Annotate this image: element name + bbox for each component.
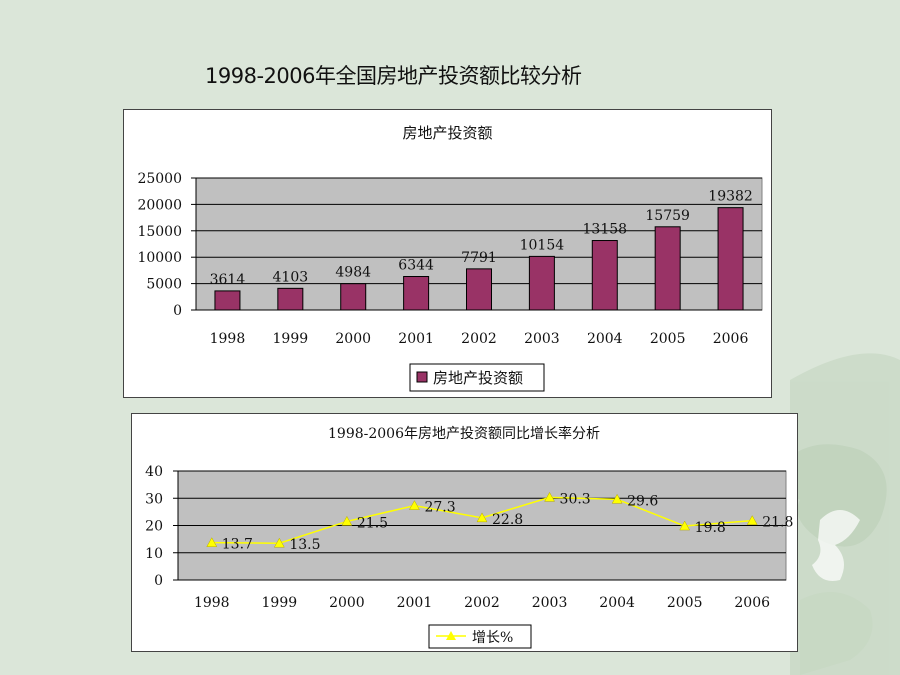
y-tick-label: 10 — [145, 546, 163, 562]
x-tick-label: 2004 — [599, 595, 635, 611]
data-label: 29.6 — [627, 493, 658, 509]
point-marker — [544, 491, 555, 502]
data-label: 13.5 — [289, 537, 320, 553]
y-tick-label: 15000 — [137, 224, 182, 240]
point-marker — [409, 500, 420, 510]
y-tick-label: 0 — [173, 303, 182, 319]
investment-bar-chart: 房地产投资额 0 5000 10000 15000 20000 25000 3614 1998 4… — [123, 109, 772, 398]
data-label: 22.8 — [492, 512, 523, 528]
data-label: 19382 — [708, 189, 753, 205]
data-label: 10154 — [520, 237, 565, 253]
x-tick-label: 2001 — [397, 595, 433, 611]
page-title: 1998-2006年全国房地产投资额比较分析 — [205, 64, 582, 88]
data-label: 30.3 — [560, 491, 591, 507]
x-tick-label: 2004 — [587, 331, 623, 347]
bar — [654, 226, 681, 311]
data-label: 15759 — [645, 208, 690, 224]
growth-line-chart: 1998-2006年房地产投资额同比增长率分析 0 10 20 30 40 13.7 1998… — [131, 413, 798, 652]
data-label: 19.8 — [695, 520, 726, 536]
y-tick-label: 20000 — [137, 197, 182, 213]
line-chart-svg: 1998-2006年房地产投资额同比增长率分析 0 10 20 30 40 13.7 1998… — [145, 425, 793, 649]
point-marker — [273, 537, 285, 548]
point-marker — [476, 512, 488, 523]
x-tick-label: 2005 — [650, 331, 686, 347]
y-tick-label: 30 — [145, 491, 163, 507]
y-tick-label: 0 — [154, 573, 163, 589]
legend-swatch — [416, 371, 428, 383]
data-label: 27.3 — [424, 500, 455, 516]
x-tick-label: 2002 — [461, 331, 497, 347]
point-marker — [679, 520, 691, 531]
data-label: 3614 — [210, 272, 246, 288]
legend-box — [428, 624, 532, 649]
x-tick-label: 2001 — [398, 331, 434, 347]
chart-title: 1998-2006年房地产投资额同比增长率分析 — [328, 425, 600, 442]
data-label: 13.7 — [222, 537, 253, 553]
data-label: 6344 — [398, 258, 434, 274]
legend-marker — [446, 631, 456, 640]
data-label: 4103 — [273, 269, 309, 285]
x-tick-label: 2000 — [329, 595, 365, 611]
legend-label: 增长% — [472, 630, 513, 646]
y-tick-label: 5000 — [146, 277, 182, 293]
bar — [717, 207, 744, 311]
legend-label: 房地产投资额 — [433, 369, 523, 387]
bar-chart-svg: 房地产投资额 0 5000 10000 15000 20000 25000 3614 1998 4… — [137, 124, 763, 392]
data-label: 21.5 — [357, 515, 388, 531]
x-tick-label: 2005 — [667, 595, 703, 611]
data-label: 7791 — [461, 250, 497, 266]
data-label: 21.8 — [762, 515, 793, 531]
x-tick-label: 1999 — [273, 331, 309, 347]
bar — [591, 240, 618, 311]
x-tick-label: 2002 — [464, 595, 500, 611]
x-tick-label: 1998 — [210, 331, 246, 347]
y-tick-label: 20 — [145, 519, 163, 535]
bar — [214, 290, 241, 311]
y-tick-label: 25000 — [137, 171, 182, 187]
data-label: 13158 — [583, 222, 628, 238]
x-tick-label: 2000 — [335, 331, 371, 347]
point-marker — [746, 515, 758, 525]
y-tick-label: 40 — [145, 464, 163, 480]
x-tick-label: 1998 — [194, 595, 230, 611]
chart-title: 房地产投资额 — [402, 124, 492, 142]
point-marker — [611, 493, 623, 504]
x-tick-label: 2003 — [532, 595, 568, 611]
bar — [528, 255, 555, 311]
legend: 房地产投资额 — [409, 363, 545, 392]
data-label: 4984 — [335, 265, 371, 281]
x-tick-label: 1999 — [262, 595, 298, 611]
bar — [403, 276, 430, 311]
x-tick-label: 2006 — [734, 595, 770, 611]
bar — [466, 268, 492, 311]
legend-box — [409, 363, 545, 392]
point-marker — [206, 537, 218, 547]
bar — [277, 287, 304, 311]
legend: 增长% — [428, 624, 532, 649]
point-marker — [341, 515, 353, 526]
x-tick-label: 2006 — [713, 331, 749, 347]
y-tick-label: 10000 — [137, 250, 182, 266]
bar — [340, 283, 367, 311]
x-tick-label: 2003 — [524, 331, 560, 347]
